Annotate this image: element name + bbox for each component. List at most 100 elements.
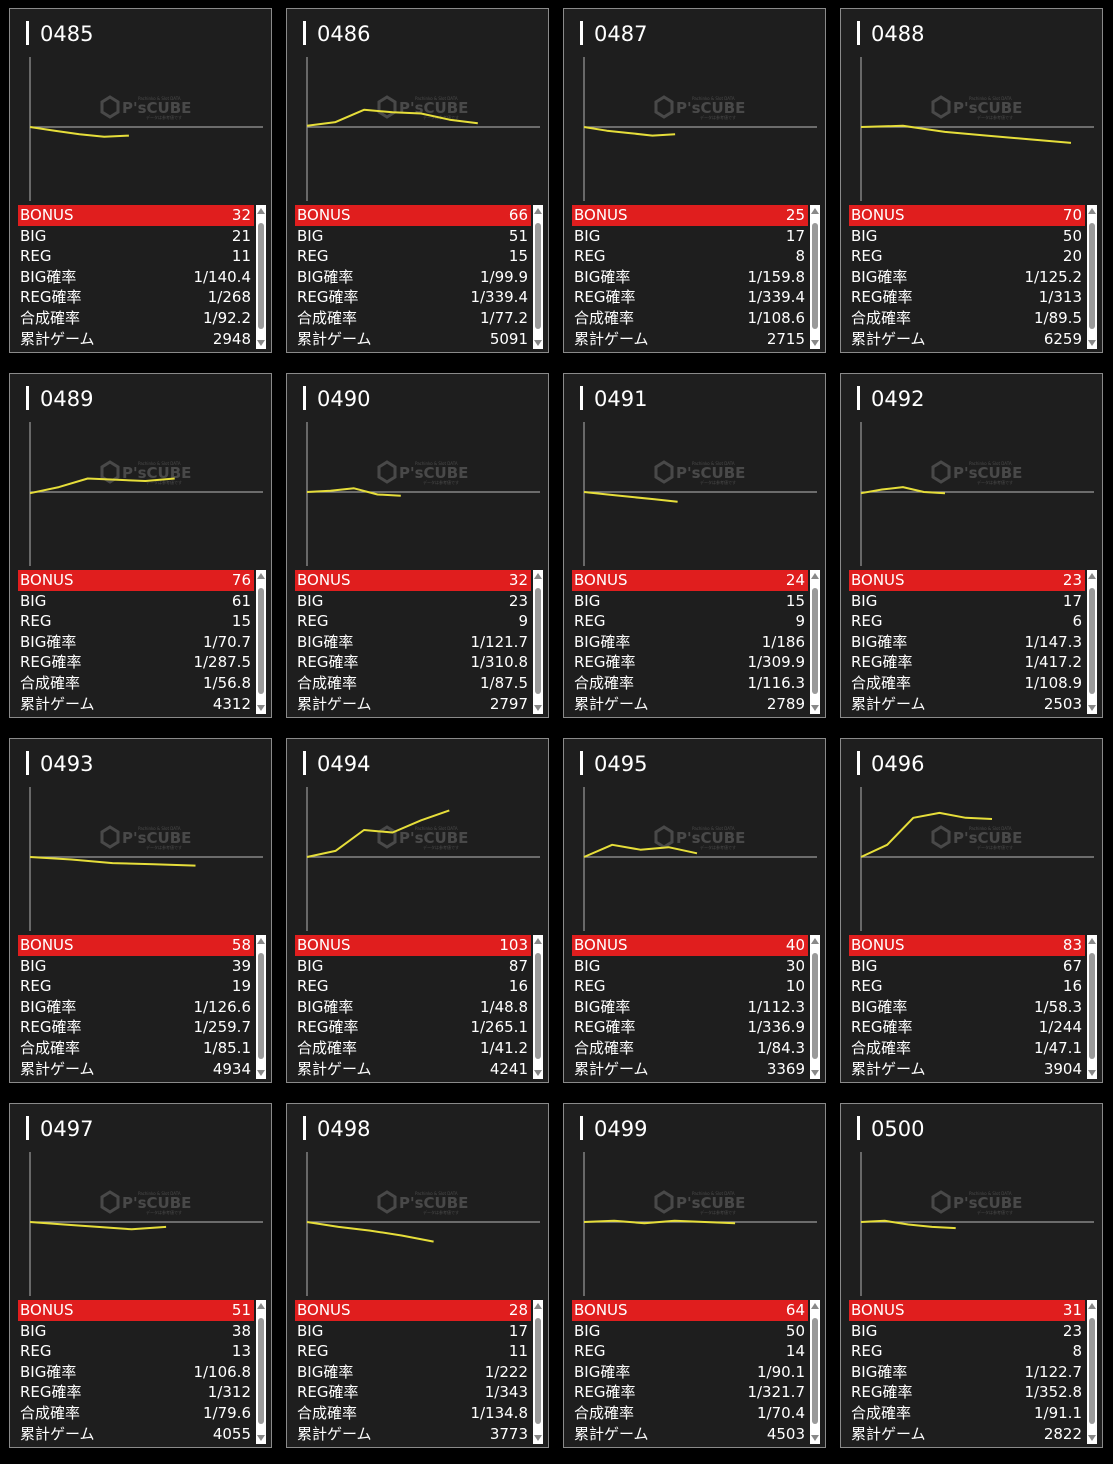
- scroll-down-icon[interactable]: [1088, 1435, 1096, 1441]
- machine-card[interactable]: 0497 P'sCUBE Pachinko & Slot DATA データは参考値です…: [9, 1103, 272, 1448]
- stats-scrollbar[interactable]: [533, 935, 543, 1079]
- scroll-thumb[interactable]: [258, 223, 264, 329]
- machine-card[interactable]: 0498 P'sCUBE Pachinko & Slot DATA データは参考値です…: [286, 1103, 549, 1448]
- scroll-up-icon[interactable]: [811, 573, 819, 579]
- stats-scrollbar[interactable]: [256, 205, 266, 349]
- scroll-down-icon[interactable]: [534, 705, 542, 711]
- scroll-thumb[interactable]: [1089, 588, 1095, 694]
- scroll-up-icon[interactable]: [1088, 1303, 1096, 1309]
- stats-scrollbar[interactable]: [533, 570, 543, 714]
- scroll-down-icon[interactable]: [257, 705, 265, 711]
- scroll-down-icon[interactable]: [534, 1070, 542, 1076]
- scroll-down-icon[interactable]: [534, 1435, 542, 1441]
- scroll-up-icon[interactable]: [257, 1303, 265, 1309]
- stats-scrollbar[interactable]: [1087, 205, 1097, 349]
- scroll-thumb[interactable]: [258, 953, 264, 1059]
- scroll-thumb[interactable]: [1089, 223, 1095, 329]
- machine-card[interactable]: 0485 P'sCUBE Pachinko & Slot DATA データは参考値です…: [9, 8, 272, 353]
- machine-card[interactable]: 0499 P'sCUBE Pachinko & Slot DATA データは参考値です…: [563, 1103, 826, 1448]
- machine-card[interactable]: 0495 P'sCUBE Pachinko & Slot DATA データは参考値です…: [563, 738, 826, 1083]
- scroll-thumb[interactable]: [812, 223, 818, 329]
- scroll-up-icon[interactable]: [811, 208, 819, 214]
- stats-table: BONUS 70 BIG 50 REG 20 BIG確率 1/125.2 REG確率 1/313 合…: [849, 205, 1085, 349]
- scroll-down-icon[interactable]: [534, 340, 542, 346]
- machine-card[interactable]: 0494 P'sCUBE Pachinko & Slot DATA データは参考値です…: [286, 738, 549, 1083]
- scroll-down-icon[interactable]: [1088, 340, 1096, 346]
- scroll-up-icon[interactable]: [534, 938, 542, 944]
- scroll-down-icon[interactable]: [1088, 705, 1096, 711]
- machine-card[interactable]: 0500 P'sCUBE Pachinko & Slot DATA データは参考値です…: [840, 1103, 1103, 1448]
- scroll-thumb[interactable]: [258, 1318, 264, 1424]
- scroll-down-icon[interactable]: [811, 340, 819, 346]
- stats-scrollbar[interactable]: [256, 570, 266, 714]
- scroll-down-icon[interactable]: [257, 340, 265, 346]
- machine-card[interactable]: 0490 P'sCUBE Pachinko & Slot DATA データは参考値です…: [286, 373, 549, 718]
- scroll-thumb[interactable]: [812, 588, 818, 694]
- machine-card[interactable]: 0489 P'sCUBE Pachinko & Slot DATA データは参考値です…: [9, 373, 272, 718]
- machine-number[interactable]: 0486: [317, 22, 371, 46]
- machine-card[interactable]: 0488 P'sCUBE Pachinko & Slot DATA データは参考値です…: [840, 8, 1103, 353]
- scroll-up-icon[interactable]: [1088, 208, 1096, 214]
- stats-scrollbar[interactable]: [1087, 935, 1097, 1079]
- machine-number[interactable]: 0492: [871, 387, 925, 411]
- stats-scrollbar[interactable]: [256, 1300, 266, 1444]
- machine-number[interactable]: 0497: [40, 1117, 94, 1141]
- stat-row-bonus: BONUS 51: [18, 1300, 254, 1321]
- scroll-thumb[interactable]: [1089, 1318, 1095, 1424]
- machine-number[interactable]: 0488: [871, 22, 925, 46]
- machine-number[interactable]: 0490: [317, 387, 371, 411]
- machine-number[interactable]: 0489: [40, 387, 94, 411]
- scroll-thumb[interactable]: [535, 223, 541, 329]
- machine-number[interactable]: 0498: [317, 1117, 371, 1141]
- scroll-up-icon[interactable]: [257, 208, 265, 214]
- scroll-thumb[interactable]: [1089, 953, 1095, 1059]
- scroll-thumb[interactable]: [535, 953, 541, 1059]
- scroll-thumb[interactable]: [535, 588, 541, 694]
- stats-scrollbar[interactable]: [1087, 570, 1097, 714]
- scroll-up-icon[interactable]: [1088, 573, 1096, 579]
- scroll-up-icon[interactable]: [534, 573, 542, 579]
- machine-card[interactable]: 0492 P'sCUBE Pachinko & Slot DATA データは参考値です…: [840, 373, 1103, 718]
- machine-number[interactable]: 0499: [594, 1117, 648, 1141]
- scroll-up-icon[interactable]: [811, 938, 819, 944]
- machine-number[interactable]: 0493: [40, 752, 94, 776]
- scroll-up-icon[interactable]: [811, 1303, 819, 1309]
- machine-number[interactable]: 0494: [317, 752, 371, 776]
- machine-card[interactable]: 0496 P'sCUBE Pachinko & Slot DATA データは参考値です…: [840, 738, 1103, 1083]
- scroll-thumb[interactable]: [535, 1318, 541, 1424]
- scroll-up-icon[interactable]: [257, 938, 265, 944]
- machine-number[interactable]: 0500: [871, 1117, 925, 1141]
- machine-number[interactable]: 0495: [594, 752, 648, 776]
- stats-scrollbar[interactable]: [810, 935, 820, 1079]
- machine-card[interactable]: 0486 P'sCUBE Pachinko & Slot DATA データは参考値です…: [286, 8, 549, 353]
- stats-scrollbar[interactable]: [256, 935, 266, 1079]
- stats-scrollbar[interactable]: [810, 1300, 820, 1444]
- scroll-down-icon[interactable]: [257, 1070, 265, 1076]
- machine-number[interactable]: 0485: [40, 22, 94, 46]
- scroll-down-icon[interactable]: [811, 705, 819, 711]
- machine-number[interactable]: 0496: [871, 752, 925, 776]
- stats-scrollbar[interactable]: [533, 205, 543, 349]
- scroll-up-icon[interactable]: [534, 1303, 542, 1309]
- scroll-down-icon[interactable]: [257, 1435, 265, 1441]
- scroll-down-icon[interactable]: [811, 1435, 819, 1441]
- stat-row-reg: REG 13: [18, 1341, 254, 1362]
- machine-card[interactable]: 0491 P'sCUBE Pachinko & Slot DATA データは参考値です…: [563, 373, 826, 718]
- stats-scrollbar[interactable]: [810, 205, 820, 349]
- machine-card[interactable]: 0493 P'sCUBE Pachinko & Slot DATA データは参考値です…: [9, 738, 272, 1083]
- stats-scrollbar[interactable]: [1087, 1300, 1097, 1444]
- stats-scrollbar[interactable]: [533, 1300, 543, 1444]
- scroll-down-icon[interactable]: [1088, 1070, 1096, 1076]
- scroll-thumb[interactable]: [812, 953, 818, 1059]
- scroll-up-icon[interactable]: [257, 573, 265, 579]
- stat-value: 25: [785, 206, 805, 224]
- scroll-up-icon[interactable]: [1088, 938, 1096, 944]
- scroll-up-icon[interactable]: [534, 208, 542, 214]
- scroll-thumb[interactable]: [258, 588, 264, 694]
- machine-number[interactable]: 0487: [594, 22, 648, 46]
- machine-card[interactable]: 0487 P'sCUBE Pachinko & Slot DATA データは参考値です…: [563, 8, 826, 353]
- scroll-down-icon[interactable]: [811, 1070, 819, 1076]
- scroll-thumb[interactable]: [812, 1318, 818, 1424]
- machine-number[interactable]: 0491: [594, 387, 648, 411]
- stats-scrollbar[interactable]: [810, 570, 820, 714]
